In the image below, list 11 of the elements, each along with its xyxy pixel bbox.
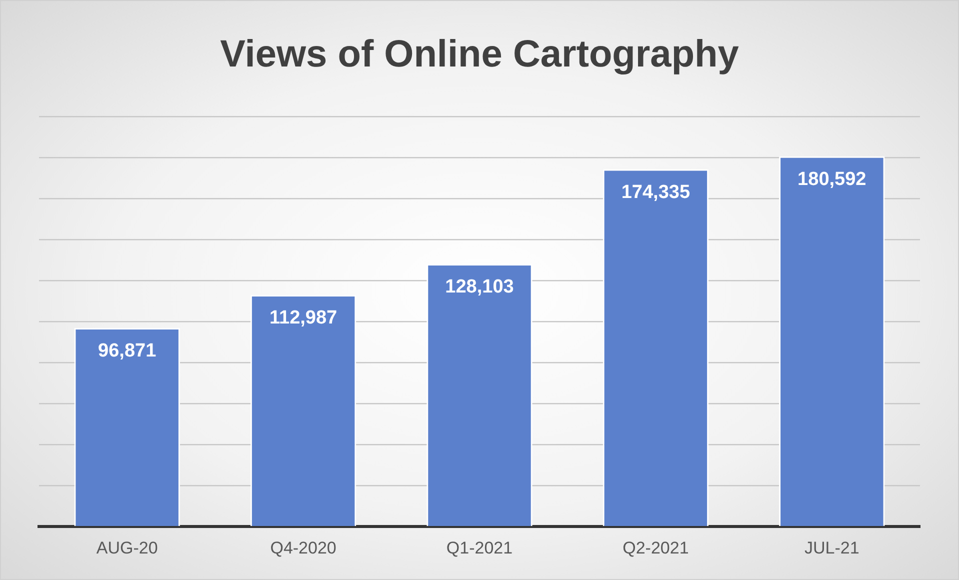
chart-title: Views of Online Cartography (220, 33, 739, 76)
data-label: 180,592 (798, 169, 866, 190)
x-tick-label: JUL-21 (804, 538, 860, 558)
x-tick-label: Q4-2020 (270, 538, 336, 558)
data-label: 112,987 (269, 308, 338, 329)
x-tick-label: Q2-2021 (622, 538, 689, 558)
data-label: 174,335 (621, 182, 690, 203)
data-label: 128,103 (445, 276, 514, 298)
x-tick-label: Q1-2021 (446, 538, 513, 558)
data-label: 96,871 (98, 340, 157, 362)
x-tick-label: AUG-20 (96, 538, 158, 558)
